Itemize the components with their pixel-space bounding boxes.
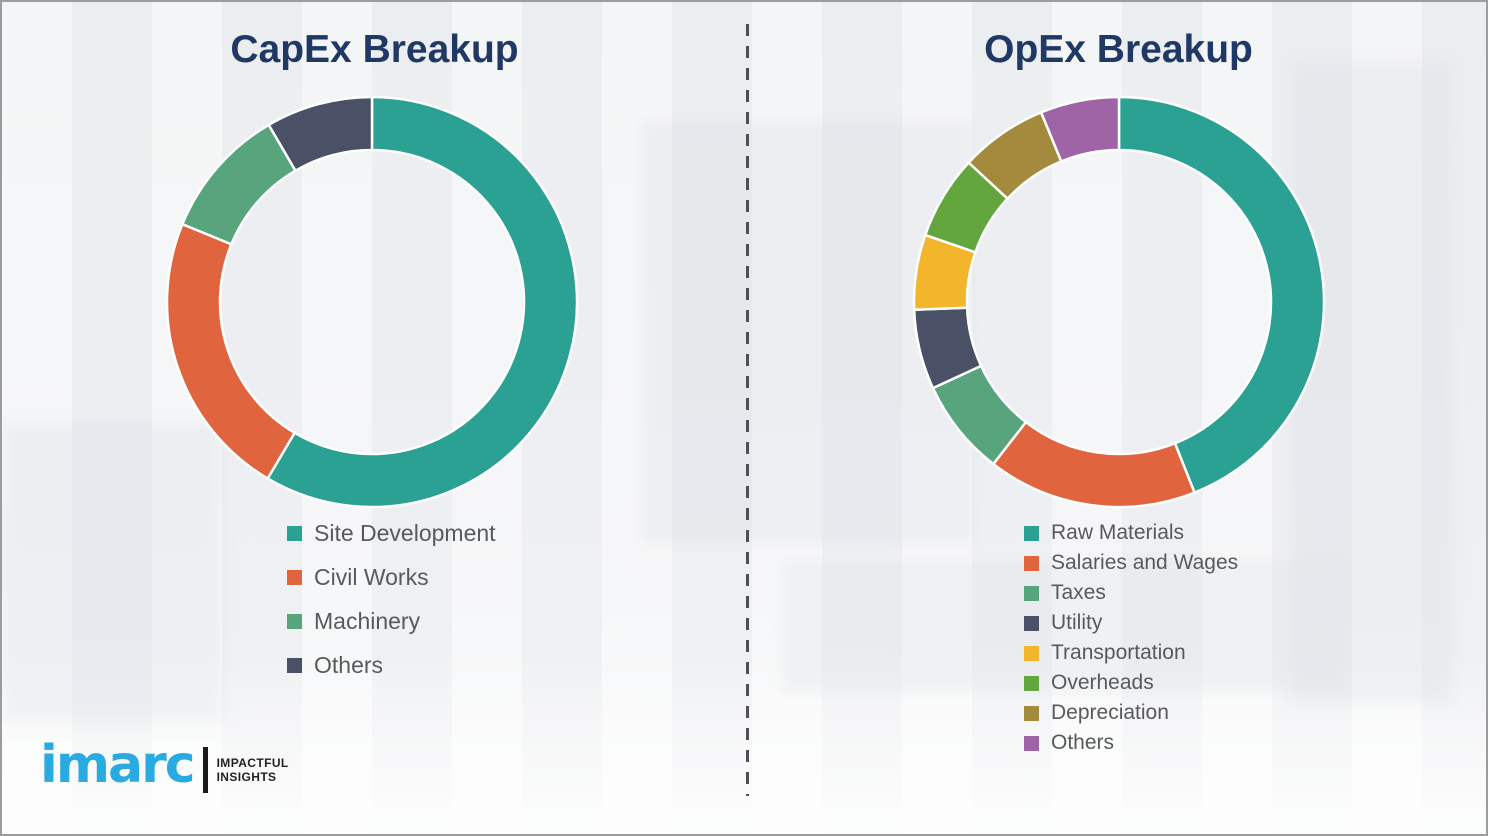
legend-item-civil-works: Civil Works	[287, 555, 496, 599]
legend-item-others: Others	[1024, 728, 1238, 758]
legend-swatch-icon	[1024, 525, 1039, 541]
logo-divider-bar	[202, 747, 208, 793]
legend-item-depreciation: Depreciation	[1024, 698, 1238, 728]
legend-item-site-development: Site Development	[287, 511, 496, 555]
legend-label: Overheads	[1051, 671, 1154, 694]
legend-swatch-icon	[1024, 615, 1039, 631]
legend-swatch-icon	[1024, 645, 1039, 661]
legend-label: Machinery	[314, 607, 421, 634]
legend-label: Raw Materials	[1051, 521, 1185, 544]
legend-item-transportation: Transportation	[1024, 638, 1238, 668]
legend-swatch-icon	[1024, 675, 1039, 691]
legend-swatch-icon	[1024, 735, 1039, 751]
legend-label: Others	[1051, 731, 1115, 754]
legend-label: Taxes	[1051, 581, 1106, 604]
capex-legend: Site Development Civil Works Machinery Othe…	[287, 511, 496, 687]
legend-label: Others	[314, 651, 384, 678]
logo-tagline: IMPACTFUL INSIGHTS	[216, 756, 289, 784]
legend-label: Utility	[1051, 611, 1103, 634]
dashed-divider	[746, 24, 749, 796]
legend-item-salaries-and-wages: Salaries and Wages	[1024, 548, 1238, 578]
legend-label: Depreciation	[1051, 701, 1169, 724]
donut-segment-raw-materials	[1117, 95, 1326, 495]
legend-item-utility: Utility	[1024, 608, 1238, 638]
legend-swatch-icon	[1024, 555, 1039, 571]
legend-label: Site Development	[314, 519, 496, 546]
donut-segment-salaries-and-wages	[991, 420, 1197, 509]
opex-title: OpEx Breakup	[984, 28, 1253, 71]
capex-panel: CapEx Breakup Site Development Civil Work…	[2, 2, 747, 834]
legend-swatch-icon	[287, 569, 302, 585]
opex-donut-chart	[912, 95, 1326, 509]
imarc-logo-wordmark: imarc	[40, 735, 196, 795]
legend-swatch-icon	[287, 657, 302, 673]
opex-panel: OpEx Breakup Raw Materials Salaries and W…	[747, 2, 1486, 834]
legend-item-taxes: Taxes	[1024, 578, 1238, 608]
capex-title: CapEx Breakup	[230, 28, 519, 71]
donut-segment-others	[1039, 95, 1121, 164]
donut-segment-civil-works	[165, 222, 297, 481]
legend-swatch-icon	[1024, 585, 1039, 601]
imarc-logo: imarc IMPACTFUL INSIGHTS	[40, 735, 289, 795]
legend-label: Civil Works	[314, 563, 429, 590]
donut-segment-others	[267, 95, 374, 173]
legend-label: Salaries and Wages	[1051, 551, 1239, 574]
legend-label: Transportation	[1051, 641, 1186, 664]
legend-swatch-icon	[287, 613, 302, 629]
legend-swatch-icon	[1024, 705, 1039, 721]
legend-item-others: Others	[287, 643, 496, 687]
legend-item-overheads: Overheads	[1024, 668, 1238, 698]
legend-swatch-icon	[287, 525, 302, 541]
capex-donut-chart	[165, 95, 579, 509]
legend-item-raw-materials: Raw Materials	[1024, 518, 1238, 548]
legend-item-machinery: Machinery	[287, 599, 496, 643]
opex-legend: Raw Materials Salaries and Wages Taxes Util…	[1024, 518, 1238, 758]
donut-segment-site-development	[265, 95, 579, 509]
